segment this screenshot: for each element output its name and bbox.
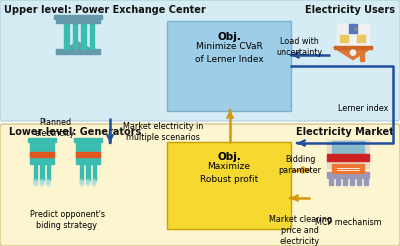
Circle shape	[34, 180, 38, 184]
Bar	[86, 164, 90, 180]
Bar	[47, 164, 50, 180]
Circle shape	[354, 28, 357, 30]
Circle shape	[80, 180, 84, 184]
Bar	[81, 23, 86, 49]
FancyBboxPatch shape	[167, 142, 291, 229]
Circle shape	[46, 180, 50, 184]
Bar	[349, 24, 358, 33]
Bar	[30, 142, 54, 164]
FancyBboxPatch shape	[0, 124, 400, 246]
Bar	[337, 24, 369, 46]
Bar	[28, 138, 56, 142]
Bar	[329, 177, 333, 185]
FancyBboxPatch shape	[0, 0, 400, 121]
Bar	[340, 35, 348, 42]
Text: Market clearing
price and
electricity: Market clearing price and electricity	[268, 215, 332, 246]
Text: Maximize
Robust profit: Maximize Robust profit	[200, 162, 258, 184]
Bar	[72, 23, 77, 49]
Polygon shape	[56, 42, 100, 54]
Circle shape	[34, 182, 38, 186]
Bar	[334, 46, 372, 49]
Text: Predict opponent's
biding strategy: Predict opponent's biding strategy	[30, 210, 104, 230]
Text: Upper level: Power Exchange Center: Upper level: Power Exchange Center	[4, 5, 206, 15]
Bar	[336, 177, 340, 185]
Bar	[56, 49, 100, 54]
Text: Obj.: Obj.	[217, 152, 241, 162]
Bar	[54, 15, 102, 19]
FancyBboxPatch shape	[167, 21, 291, 111]
Circle shape	[350, 50, 356, 55]
Bar	[358, 35, 365, 42]
Text: Market electricity in
multiple scenarios: Market electricity in multiple scenarios	[123, 122, 203, 142]
Circle shape	[40, 180, 44, 184]
Bar	[90, 23, 94, 49]
Bar	[74, 138, 102, 142]
Circle shape	[86, 180, 90, 184]
Circle shape	[40, 182, 44, 186]
Text: Lower level: Generators: Lower level: Generators	[9, 127, 141, 137]
Bar	[364, 177, 368, 185]
Bar	[76, 142, 100, 164]
Bar	[40, 164, 44, 180]
Text: Lerner index: Lerner index	[338, 104, 388, 113]
Circle shape	[92, 180, 96, 184]
Text: Bidding
parameter: Bidding parameter	[278, 155, 322, 175]
Bar	[34, 164, 37, 180]
Bar	[343, 177, 347, 185]
Circle shape	[80, 182, 84, 186]
Circle shape	[92, 182, 96, 186]
Text: Obj.: Obj.	[217, 32, 241, 42]
Text: Electricity Users: Electricity Users	[305, 5, 395, 15]
Bar	[332, 141, 364, 157]
Bar	[360, 49, 364, 62]
Bar	[327, 172, 369, 178]
Circle shape	[86, 182, 90, 186]
Bar	[350, 177, 354, 185]
Bar	[327, 140, 369, 168]
Bar	[56, 19, 100, 23]
Bar	[80, 164, 83, 180]
Text: MCP mechanism: MCP mechanism	[315, 218, 381, 227]
Text: Load with
uncertainty: Load with uncertainty	[276, 37, 322, 57]
Bar	[93, 164, 96, 180]
Bar	[357, 177, 361, 185]
Text: Planned
electricity: Planned electricity	[35, 118, 75, 138]
Bar	[76, 152, 100, 156]
Bar	[332, 164, 364, 173]
Text: Minimize CVaR
of Lerner Index: Minimize CVaR of Lerner Index	[195, 42, 263, 63]
Polygon shape	[334, 47, 372, 60]
Text: Electricity Market: Electricity Market	[296, 127, 394, 137]
Bar	[30, 152, 54, 156]
Bar	[327, 154, 369, 161]
Circle shape	[46, 182, 50, 186]
Bar	[64, 23, 68, 49]
